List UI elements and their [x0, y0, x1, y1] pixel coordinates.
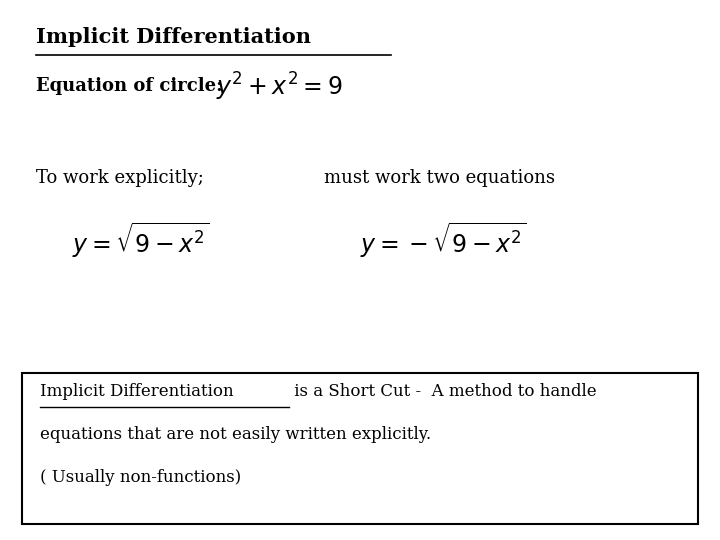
Text: is a Short Cut -  A method to handle: is a Short Cut - A method to handle — [289, 383, 597, 400]
Text: must work two equations: must work two equations — [324, 169, 555, 187]
Text: equations that are not easily written explicitly.: equations that are not easily written ex… — [40, 426, 431, 443]
FancyBboxPatch shape — [22, 373, 698, 524]
Text: Implicit Differentiation: Implicit Differentiation — [36, 27, 311, 47]
Text: Equation of circle:: Equation of circle: — [36, 77, 222, 96]
Text: To work explicitly;: To work explicitly; — [36, 169, 204, 187]
Text: $y^2 + x^2 = 9$: $y^2 + x^2 = 9$ — [216, 70, 343, 103]
Text: ( Usually non-functions): ( Usually non-functions) — [40, 469, 241, 487]
Text: $y = \sqrt{9 - x^2}$: $y = \sqrt{9 - x^2}$ — [72, 221, 210, 260]
Text: $y = -\sqrt{9 - x^2}$: $y = -\sqrt{9 - x^2}$ — [360, 221, 527, 260]
Text: Implicit Differentiation: Implicit Differentiation — [40, 383, 233, 400]
